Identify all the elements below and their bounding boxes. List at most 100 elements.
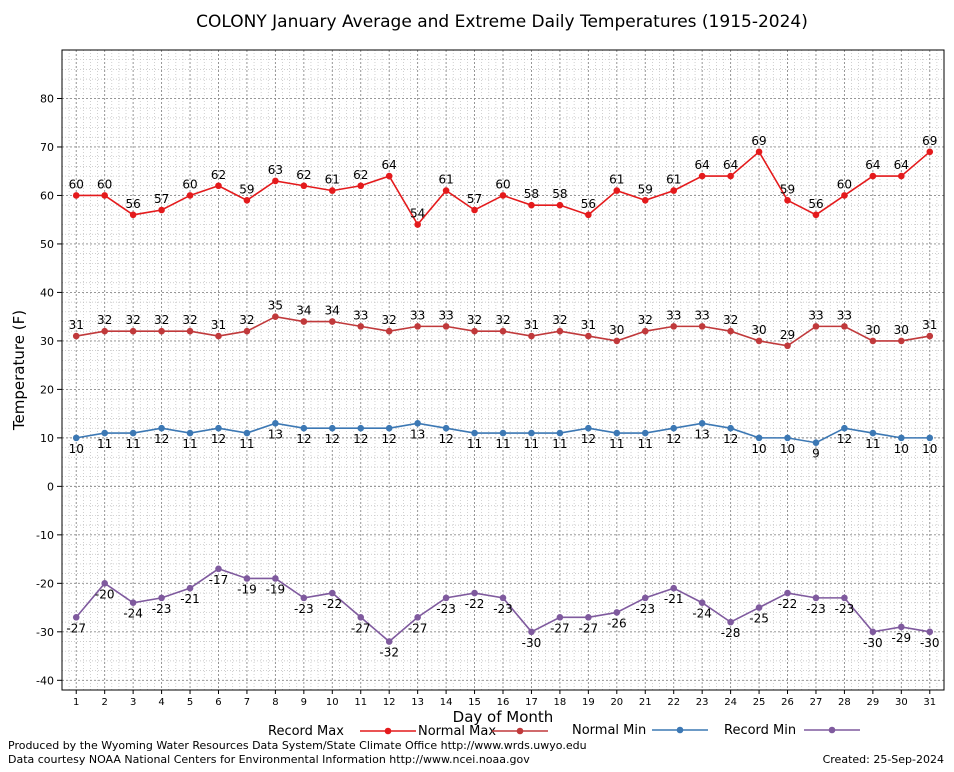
data-label: 62	[353, 168, 368, 182]
data-label: 34	[296, 304, 311, 318]
data-label: 61	[438, 173, 453, 187]
data-point	[898, 623, 905, 631]
data-point	[385, 638, 393, 645]
y-tick-label: 0	[47, 480, 54, 493]
data-label: 59	[780, 182, 795, 196]
series-normal-min: 10 11 11 12 11 12 11 13 12 12 12 12 13 12 11 11 11 11 12 11…	[69, 420, 937, 461]
data-point	[272, 177, 279, 185]
data-point	[755, 604, 763, 611]
data-label: 11	[125, 437, 140, 451]
data-label: -28	[721, 626, 741, 640]
legend-marker	[676, 726, 684, 734]
data-point	[556, 201, 564, 209]
data-point	[727, 424, 734, 432]
data-point	[129, 327, 137, 335]
data-label: -23	[635, 602, 655, 616]
data-label: 13	[268, 427, 283, 441]
data-label: 56	[125, 197, 140, 211]
y-tick-label: 40	[40, 286, 54, 299]
data-label: 12	[581, 432, 596, 446]
x-tick-label: 14	[440, 697, 453, 708]
x-tick-label: 5	[187, 697, 193, 708]
footer-courtesy: Data courtesy NOAA National Centers for …	[8, 753, 530, 766]
footer-created: Created: 25-Sep-2024	[823, 753, 944, 766]
data-point	[101, 580, 108, 587]
data-point	[585, 332, 592, 340]
x-tick-label: 16	[497, 697, 510, 708]
x-tick-label: 17	[525, 697, 538, 708]
y-tick-label: 30	[40, 335, 54, 348]
y-tick-label: 10	[40, 432, 54, 445]
data-label: -21	[180, 592, 200, 606]
data-label: 32	[552, 313, 567, 327]
data-point	[215, 332, 222, 340]
y-tick-label: -20	[36, 577, 54, 590]
data-point	[898, 434, 905, 442]
data-label: 64	[865, 158, 880, 172]
data-label: 58	[552, 187, 567, 201]
data-label: 62	[296, 168, 311, 182]
data-point	[328, 424, 336, 432]
data-point	[841, 594, 848, 602]
data-point	[556, 429, 564, 437]
data-point	[585, 613, 592, 621]
data-label: 12	[154, 432, 169, 446]
data-label: -30	[863, 636, 883, 650]
data-point	[272, 313, 279, 320]
data-label: -20	[95, 587, 115, 601]
data-label: 11	[552, 437, 567, 451]
y-tick-label: 80	[40, 92, 54, 105]
data-label: -25	[749, 612, 769, 626]
x-tick-label: 28	[838, 697, 851, 708]
data-label: 63	[268, 163, 283, 177]
data-label: 10	[780, 442, 795, 456]
data-label: 69	[751, 134, 766, 148]
data-label: 54	[410, 207, 425, 221]
x-tick-label: 22	[667, 697, 680, 708]
legend-marker	[516, 727, 524, 735]
data-point	[727, 618, 734, 626]
data-point	[442, 323, 450, 330]
data-point	[670, 584, 678, 592]
data-label: 32	[638, 313, 653, 327]
data-label: 13	[410, 427, 425, 441]
footer-produced-by: Produced by the Wyoming Water Resources …	[8, 739, 587, 752]
data-label: 11	[638, 437, 653, 451]
data-point	[300, 182, 308, 190]
chart-title: COLONY January Average and Extreme Daily…	[196, 12, 808, 32]
data-point	[499, 594, 507, 602]
data-point	[499, 327, 507, 335]
data-point	[585, 424, 592, 432]
y-tick-label: -30	[36, 626, 54, 639]
data-point	[129, 429, 137, 437]
data-point	[499, 429, 507, 437]
data-label: -23	[436, 602, 456, 616]
data-label: 32	[154, 313, 169, 327]
data-label: 33	[410, 308, 425, 322]
data-label: 12	[296, 432, 311, 446]
data-point	[72, 192, 80, 199]
data-point	[72, 332, 80, 340]
data-label: 32	[723, 313, 738, 327]
data-label: 12	[438, 432, 453, 446]
data-label: 11	[239, 437, 254, 451]
x-tick-label: 1	[73, 697, 79, 708]
legend-item: Normal Max	[418, 724, 548, 739]
data-label: 30	[894, 323, 909, 337]
data-label: -21	[664, 592, 684, 606]
data-label: 11	[609, 437, 624, 451]
y-tick-label: 20	[40, 383, 54, 396]
plot-frame	[61, 49, 945, 691]
data-point	[926, 628, 934, 636]
y-tick-label: -10	[36, 529, 54, 542]
data-point	[272, 575, 279, 582]
data-point	[471, 327, 478, 335]
data-label: 31	[581, 318, 596, 332]
data-label: 64	[723, 158, 738, 172]
data-label: 31	[922, 318, 937, 332]
legend-item: Record Min	[724, 723, 860, 738]
data-point	[784, 434, 791, 442]
data-point	[698, 323, 706, 330]
data-point	[300, 318, 308, 325]
